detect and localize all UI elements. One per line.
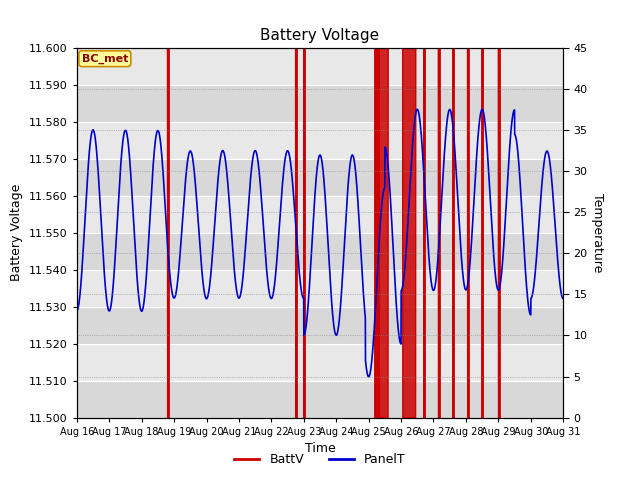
Bar [77, 307, 563, 344]
Bar [77, 159, 563, 196]
Bar [77, 381, 563, 418]
Y-axis label: Temperature: Temperature [591, 193, 604, 273]
Bar [77, 270, 563, 307]
Bar [77, 233, 563, 270]
Text: BC_met: BC_met [82, 54, 128, 64]
X-axis label: Time: Time [305, 442, 335, 455]
Bar [77, 344, 563, 381]
Title: Battery Voltage: Battery Voltage [260, 28, 380, 43]
Bar [77, 196, 563, 233]
Bar [77, 122, 563, 159]
Bar [380, 48, 388, 418]
Bar [77, 85, 563, 122]
Y-axis label: Battery Voltage: Battery Voltage [10, 184, 24, 281]
Legend: BattV, PanelT: BattV, PanelT [229, 448, 411, 471]
Bar [403, 48, 415, 418]
Bar [77, 48, 563, 85]
